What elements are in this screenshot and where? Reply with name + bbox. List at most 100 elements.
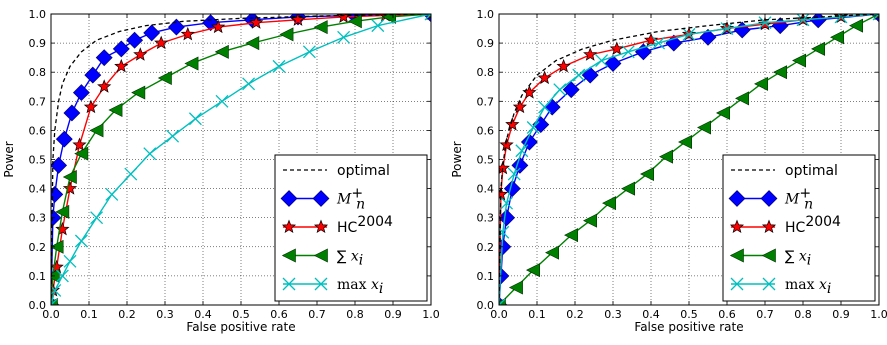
legend-marker (761, 219, 777, 234)
data-point (583, 47, 598, 61)
series-line (499, 14, 879, 305)
data-point (556, 58, 571, 73)
y-tick-label: 0.8 (29, 66, 47, 79)
data-point (62, 169, 77, 184)
data-point (849, 18, 864, 33)
data-point (697, 120, 712, 135)
data-point (520, 133, 538, 151)
y-tick-label: 0.1 (477, 270, 495, 283)
data-point (758, 16, 772, 30)
data-point (74, 146, 89, 161)
data-point (699, 28, 717, 46)
x-tick-label: 0.8 (794, 308, 812, 321)
data-point (545, 245, 560, 260)
y-tick-label: 0.0 (477, 299, 495, 312)
legend-marker (760, 190, 778, 207)
data-point (499, 209, 516, 227)
data-point (538, 100, 552, 114)
x-tick-label: 0.9 (384, 308, 402, 321)
data-point (562, 81, 580, 99)
y-tick-label: 0.0 (29, 299, 47, 312)
data-point (553, 83, 567, 97)
data-point (604, 55, 622, 72)
data-point (792, 53, 807, 68)
legend-marker (313, 248, 328, 263)
x-tick-label: 1.0 (870, 308, 887, 321)
legend-label: max xi (337, 277, 383, 297)
x-tick-label: 0.6 (718, 308, 736, 321)
y-tick-label: 0.7 (477, 95, 495, 108)
series-line (499, 14, 879, 305)
data-point (595, 54, 609, 68)
x-tick-label: 0.4 (194, 308, 212, 321)
y-tick-label: 0.9 (29, 37, 47, 50)
data-point (245, 36, 260, 51)
data-point (682, 27, 696, 41)
legend-box (274, 154, 428, 302)
data-point (621, 181, 636, 196)
data-point (773, 65, 788, 80)
data-point (63, 104, 81, 122)
data-point (108, 103, 123, 118)
data-point (609, 41, 624, 55)
x-tick-label: 0.7 (756, 308, 774, 321)
data-point (184, 56, 199, 71)
y-tick-label: 0.3 (29, 212, 47, 225)
data-point (51, 239, 64, 254)
data-point (313, 20, 328, 35)
data-point (97, 79, 112, 93)
legend-item: max xi (282, 277, 383, 297)
data-point (796, 14, 810, 27)
data-point (602, 196, 617, 211)
legend-marker (729, 248, 744, 263)
legend-item: M+ n (728, 186, 813, 213)
x-tick-label: 0.9 (832, 308, 850, 321)
data-point (564, 228, 579, 243)
data-point (499, 298, 506, 305)
data-point (114, 58, 129, 73)
y-tick-label: 0.9 (477, 37, 495, 50)
y-axis-label: Power (450, 141, 464, 177)
x-tick-label: 1.0 (422, 308, 440, 321)
data-point (505, 117, 520, 131)
series-line (499, 14, 879, 305)
data-point (512, 99, 527, 114)
legend-item: M+ n (280, 186, 365, 213)
legend-item: ∑ xi (729, 248, 811, 269)
data-point (112, 40, 130, 58)
data-point (242, 77, 256, 91)
data-point (830, 30, 845, 45)
legend-label: HC2004 (785, 214, 841, 236)
legend-item: ∑ xi (281, 248, 363, 269)
y-tick-label: 0.6 (477, 124, 495, 137)
series-line (51, 14, 431, 305)
legend-label: HC2004 (337, 214, 393, 236)
x-tick-label: 0.1 (528, 308, 546, 321)
data-point (167, 18, 185, 36)
data-point (572, 68, 586, 82)
data-point (337, 30, 351, 44)
left-chart: 0.0 0.1 0.2 0.3 0.4 0.5 0.6 0.7 0.8 0.9 1.0 0.0 0.1 0… (2, 8, 440, 334)
x-tick-label: 0.2 (118, 308, 136, 321)
series-group (51, 14, 431, 305)
data-point (526, 263, 541, 278)
y-tick-label: 1.0 (477, 8, 495, 21)
y-tick-label: 0.6 (29, 124, 47, 137)
legend-marker (313, 219, 329, 234)
data-point (754, 76, 769, 91)
data-point (51, 283, 62, 297)
data-point (51, 209, 62, 227)
legend-label: optimal (785, 163, 838, 179)
x-tick-label: 0.8 (346, 308, 364, 321)
data-point (55, 204, 70, 219)
x-tick-label: 0.7 (308, 308, 326, 321)
y-tick-label: 0.2 (29, 241, 47, 254)
legend-marker (280, 190, 298, 207)
data-point (51, 298, 58, 305)
legend-label: M+ n (784, 186, 813, 213)
data-point (716, 105, 731, 120)
data-point (720, 22, 734, 36)
data-point (55, 221, 70, 236)
y-tick-label: 0.5 (477, 154, 495, 167)
